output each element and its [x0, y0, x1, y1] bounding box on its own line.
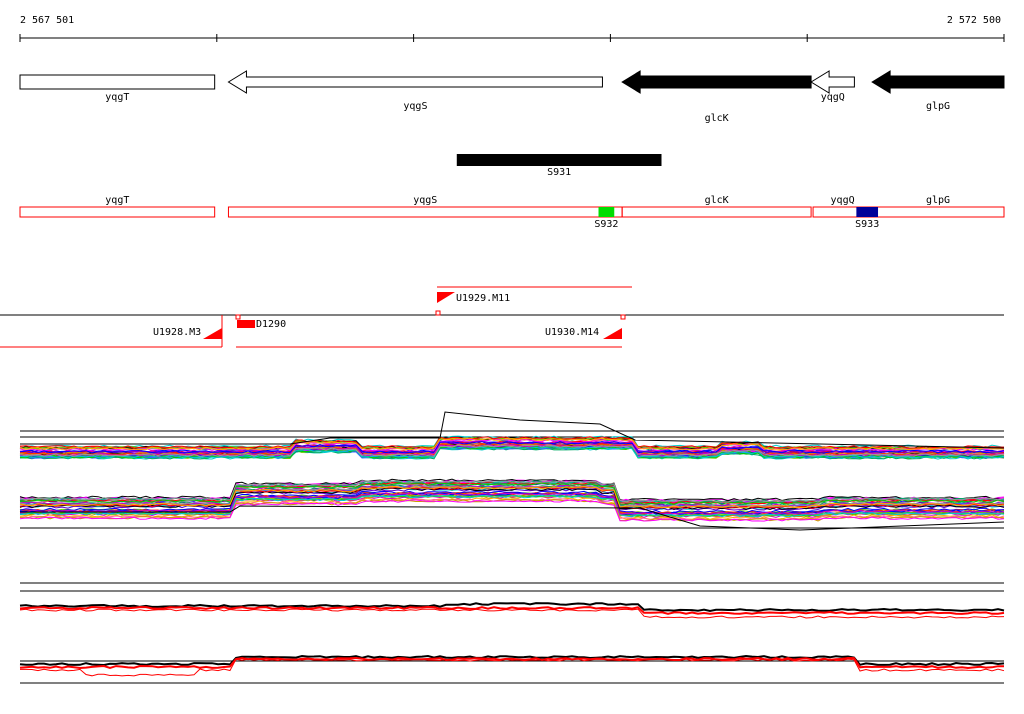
- mean-profile-line: [20, 658, 1005, 677]
- profile-outlier-top: [20, 411, 1005, 449]
- expression-profile-line: [19, 444, 1005, 457]
- gene-outline-glpg[interactable]: [871, 206, 1005, 218]
- gene-outline-glck[interactable]: [621, 206, 812, 218]
- expression-profile-line: [19, 478, 1005, 502]
- gene-label-yqgt: yqgT: [105, 92, 129, 103]
- gene-label-glck: glcK: [705, 113, 729, 124]
- expression-profile-line: [19, 480, 1005, 503]
- segment-s931-label: S931: [547, 167, 571, 178]
- expression-panel-multi: [19, 411, 1005, 531]
- profile-outlier-bottom: [20, 505, 1005, 531]
- expression-profile-line: [19, 482, 1005, 505]
- segment-s931[interactable]: S931: [456, 154, 662, 178]
- gene-arrow-yqgs[interactable]: [227, 70, 603, 94]
- mean-profile-line: [19, 602, 1005, 613]
- gene-outline-yqgs[interactable]: [227, 206, 623, 218]
- expression-profile-line: [19, 480, 1005, 503]
- expression-profile-line: [19, 438, 1005, 452]
- u1930-label[interactable]: U1930.M14: [545, 327, 599, 338]
- expression-profile-line: [19, 441, 1005, 454]
- mean-profile-line: [19, 608, 1005, 619]
- expression-profile-line: [19, 499, 1005, 522]
- mean-profile-line: [19, 656, 1004, 670]
- u1929-flag-icon[interactable]: [437, 292, 455, 303]
- tu-u1929-anchor: [435, 310, 441, 316]
- gene-annotation-track: yqgT yqgS glcK yqgQ glpG: [19, 70, 1005, 124]
- u1929-label[interactable]: U1929.M11: [456, 293, 510, 304]
- gene-outline-label-yqgt: yqgT: [105, 195, 129, 206]
- expression-profile-line: [19, 485, 1005, 509]
- gene-label-yqgs: yqgS: [403, 101, 427, 112]
- gene-outline-label-yqgq: yqgQ: [831, 195, 855, 206]
- gene-outline-label-glck: glcK: [705, 195, 729, 206]
- expression-profile-line: [19, 494, 1005, 518]
- gene-outline-label-yqgs: yqgS: [413, 195, 437, 206]
- ruler-end-label: 2 572 500: [947, 15, 1001, 26]
- u1928-label[interactable]: U1928.M3: [153, 327, 201, 338]
- profiles-lower-band: [19, 478, 1005, 522]
- transcription-unit-track: U1929.M11 U1928.M3 D1290 U1930.M14: [0, 286, 1004, 348]
- gene-arrow-glpg[interactable]: [871, 70, 1005, 94]
- expression-profile-line: [19, 437, 1005, 451]
- marker-s933[interactable]: [856, 207, 879, 217]
- position-ruler: 2 567 501 2 572 500: [19, 15, 1005, 42]
- tu-u1930-anchor: [620, 314, 626, 320]
- mean-profile-line: [19, 605, 1005, 615]
- segment-s931-bar[interactable]: [456, 154, 662, 166]
- ruler-ticks: [19, 34, 1005, 42]
- profiles-upper-band: [19, 435, 1005, 460]
- gene-label-yqgq: yqgQ: [821, 92, 845, 103]
- expression-profile-line: [19, 492, 1005, 515]
- gene-outline-label-glpg: glpG: [926, 195, 950, 206]
- gene-outline-yqgt[interactable]: [19, 206, 216, 218]
- ruler-start-label: 2 567 501: [20, 15, 74, 26]
- d1290-label[interactable]: D1290: [256, 319, 286, 330]
- marker-track: S932 S933: [594, 207, 879, 230]
- gene-arrow-yqgt[interactable]: [19, 74, 216, 90]
- marker-label-s932: S932: [594, 219, 618, 230]
- u1928-flag-shape: [203, 328, 222, 339]
- d1290-block[interactable]: [237, 320, 255, 328]
- gene-arrow-glck[interactable]: [621, 70, 812, 94]
- expression-profile-line: [20, 488, 1005, 511]
- gene-label-glpg: glpG: [926, 101, 950, 112]
- marker-label-s933: S933: [855, 219, 879, 230]
- expression-profile-line: [19, 484, 1005, 507]
- mean-profiles: [19, 602, 1005, 677]
- expression-profile-line: [19, 444, 1005, 457]
- expression-panel-mean: [19, 582, 1005, 684]
- mean-profile-line: [19, 654, 1005, 667]
- tu-d1290-anchor: [235, 314, 241, 320]
- marker-s932[interactable]: [598, 207, 615, 217]
- gene-arrow-yqgq[interactable]: [810, 70, 855, 94]
- u1930-flag-icon[interactable]: [603, 328, 622, 339]
